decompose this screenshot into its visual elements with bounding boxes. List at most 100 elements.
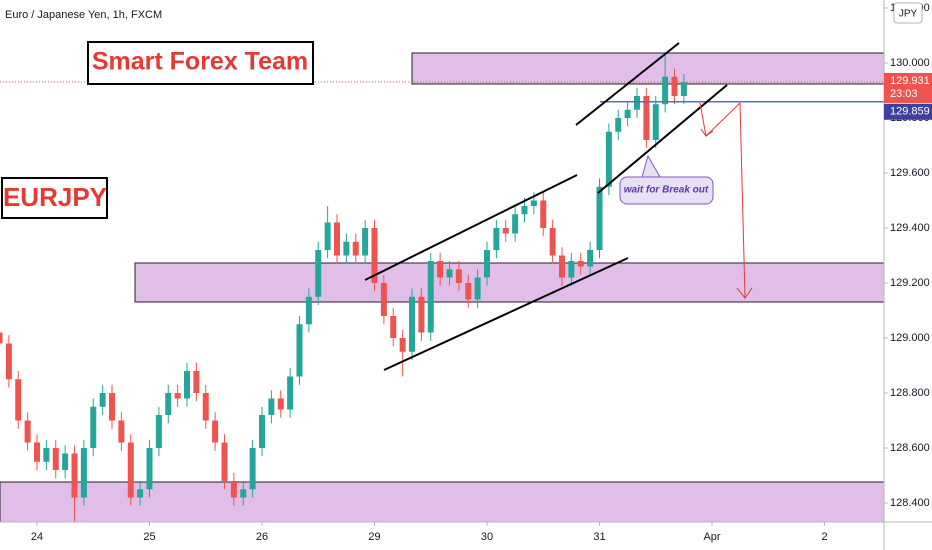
candle-body — [230, 481, 237, 498]
candle-body — [521, 205, 528, 215]
candle-body — [352, 241, 359, 256]
callout-box — [619, 176, 714, 205]
candle-body — [52, 448, 59, 471]
candle-body — [559, 255, 565, 278]
x-tick-label: 26 — [256, 531, 268, 543]
candle-body — [277, 398, 284, 410]
candle-body — [643, 95, 650, 140]
last-price-tag — [884, 72, 932, 103]
candle-body — [577, 261, 584, 267]
wedge-top — [575, 42, 680, 126]
candle-body — [652, 104, 659, 140]
wedge-bottom — [597, 84, 728, 194]
candle-body — [680, 82, 687, 96]
candle-body — [202, 393, 209, 421]
candle-body — [493, 227, 500, 250]
currency-box — [893, 2, 923, 24]
candle-body — [109, 393, 115, 421]
candle-body — [465, 283, 472, 300]
y-tick-label: 128.600 — [890, 442, 930, 454]
y-tick-label: 128.800 — [890, 387, 930, 399]
candle-body — [118, 420, 125, 443]
candle-body — [362, 227, 369, 256]
small-arrow-head — [700, 128, 714, 137]
team-text: Smart Forex Team — [92, 48, 308, 76]
candle-body — [380, 283, 387, 317]
axis: 128.400 128.600 128.800 129.000 129.200 129.4… — [31, 2, 932, 543]
line-price-tag — [884, 103, 932, 120]
candle-body — [249, 448, 256, 490]
y-tick-label: 129.000 — [890, 332, 930, 344]
candle-body — [99, 393, 106, 407]
candle-body — [212, 420, 219, 443]
last-price-label: 129.931 — [890, 75, 930, 87]
big-arrow — [739, 102, 746, 298]
line-price-label: 129.859 — [890, 106, 930, 118]
candle-body — [287, 376, 294, 410]
x-tick-label: Apr — [703, 531, 720, 543]
candle-body — [296, 324, 303, 377]
candle-body — [137, 489, 144, 498]
y-tick-label: 130.000 — [890, 57, 930, 69]
candle-body — [455, 269, 462, 284]
chart-title: Euro / Japanese Yen, 1h, FXCM — [5, 9, 162, 21]
candle-body — [334, 222, 340, 256]
x-tick-label: 30 — [481, 531, 493, 543]
candle-body — [399, 338, 406, 352]
channel-bottom — [383, 257, 629, 371]
arrows — [699, 102, 753, 299]
candle-body — [184, 371, 190, 399]
candle-body — [62, 453, 69, 471]
candle-body — [90, 406, 97, 449]
candle-body — [605, 131, 612, 187]
x-tick-label: 31 — [593, 531, 605, 543]
candle-body — [587, 249, 594, 267]
candle-body — [155, 415, 162, 449]
candle-body — [512, 214, 519, 234]
candle-body — [624, 109, 631, 118]
candle-body — [418, 296, 425, 333]
big-arrow-head — [736, 287, 753, 299]
callout-text: wait for Break out — [624, 185, 709, 196]
candle-body — [5, 343, 12, 380]
candle-body — [315, 249, 322, 297]
candle-body — [540, 200, 547, 228]
candle-body — [43, 448, 50, 462]
currency-label: JPY — [899, 9, 918, 20]
candle-body — [634, 95, 640, 110]
candle-body — [671, 76, 678, 96]
candle-body — [0, 332, 3, 344]
candle-body — [165, 393, 172, 416]
countdown-label: 23:03 — [890, 88, 918, 100]
trendlines — [364, 42, 728, 371]
candle-body — [343, 241, 350, 256]
candle-body — [259, 415, 265, 449]
candle-body — [15, 379, 22, 421]
x-tick-label: 2 — [821, 531, 827, 543]
candle-body — [24, 420, 31, 443]
y-tick-label: 129.200 — [890, 277, 930, 289]
symbol-box — [1, 177, 108, 219]
candle-body — [324, 222, 331, 250]
candle-body — [240, 489, 247, 498]
candle-body — [568, 261, 575, 278]
candle-body — [371, 227, 378, 284]
candle-body — [437, 261, 444, 278]
candle-body — [146, 448, 153, 490]
candle-body — [71, 453, 78, 498]
candle-body — [530, 200, 537, 206]
y-tick-label: 128.400 — [890, 497, 930, 509]
candles — [0, 51, 884, 523]
x-tick-label: 25 — [143, 531, 155, 543]
candle-body — [596, 186, 603, 250]
candle-body — [193, 371, 200, 394]
candle-body — [390, 316, 397, 339]
candle-body — [662, 76, 669, 105]
candle-body — [34, 442, 40, 462]
candle-body — [305, 296, 312, 325]
candle-body — [427, 261, 434, 333]
y-tick-label: 129.400 — [890, 222, 930, 234]
candle-body — [502, 227, 509, 234]
